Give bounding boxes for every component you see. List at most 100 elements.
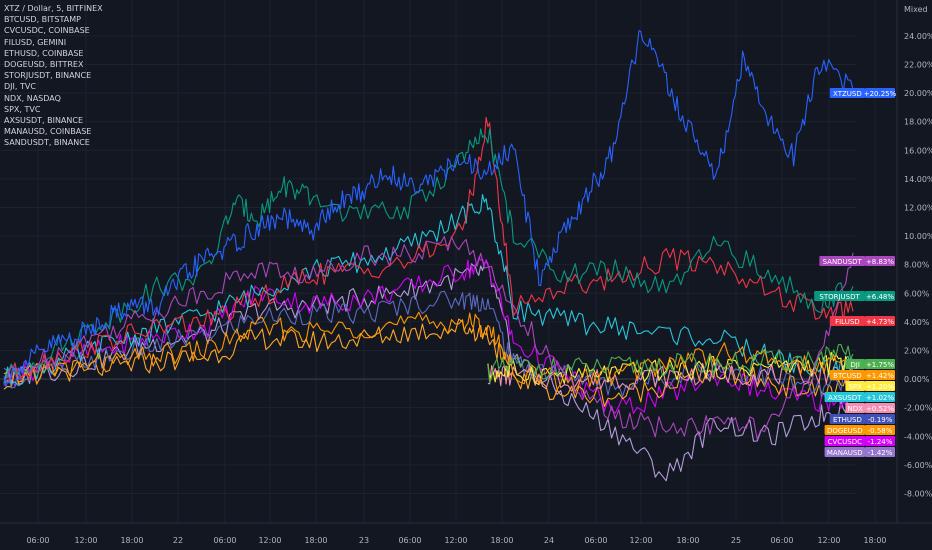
x-tick-label: 12:00 [817, 536, 840, 545]
legend-entry[interactable]: AXSUSDT, BINANCE [4, 116, 84, 126]
series-label-box [819, 256, 865, 266]
series-change-box [865, 370, 895, 380]
series-label-name: CVCUSDC [828, 438, 863, 446]
series-change-value: +1.20% [866, 383, 894, 391]
x-tick-label: 23 [359, 536, 369, 545]
legend-entry[interactable]: SPX, TVC [4, 104, 41, 114]
x-tick-label: 25 [731, 536, 741, 545]
series-change-value: +1.75% [866, 361, 894, 369]
y-tick-label: 20.00% [904, 89, 932, 98]
series-label-name: NDX [847, 405, 863, 413]
series-label-box [824, 436, 865, 446]
series-label-name: XTZUSD [833, 90, 862, 98]
y-tick-label: 18.00% [904, 118, 932, 127]
series-change-value: +0.52% [866, 405, 894, 413]
series-change-box [865, 381, 895, 391]
legend-entry[interactable]: MANAUSD, COINBASE [4, 127, 92, 137]
series-line-dji [487, 343, 854, 384]
legend-entry[interactable]: STORJUSDT, BINANCE [4, 71, 92, 81]
x-tick-label: 06:00 [770, 536, 793, 545]
y-tick-label: 16.00% [904, 146, 932, 155]
series-change-value: +6.48% [866, 293, 894, 301]
x-tick-label: 06:00 [584, 536, 607, 545]
y-tick-label: 12.00% [904, 203, 932, 212]
series-change-value: -0.58% [868, 427, 893, 435]
series-label-box [829, 88, 865, 98]
series-change-box [865, 256, 895, 266]
series-label-name: MANAUSD [827, 449, 863, 457]
y-tick-label: 2.00% [904, 346, 930, 355]
x-tick-label: 12:00 [74, 536, 97, 545]
series-change-value: -0.19% [868, 416, 893, 424]
series-change-value: +1.42% [866, 372, 894, 380]
legend-entry[interactable]: BTCUSD, BITSTAMP [4, 15, 81, 25]
legend-entry[interactable]: SANDUSDT, BINANCE [4, 138, 90, 148]
x-tick-label: 06:00 [398, 536, 421, 545]
x-tick-label: 18:00 [676, 536, 699, 545]
series-label-name: FILUSD [835, 318, 860, 326]
series-line-storjusdt [3, 128, 854, 385]
series-label-box [829, 414, 865, 424]
y-tick-label: -8.00% [904, 489, 932, 498]
legend-entry[interactable]: NDX, NASDAQ [4, 93, 61, 103]
x-tick-label: 06:00 [213, 536, 236, 545]
series-label-name: BTCUSD [833, 372, 862, 380]
x-tick-label: 18:00 [304, 536, 327, 545]
series-line-axsusdt [3, 193, 854, 387]
series-change-box [865, 414, 895, 424]
series-label-box [829, 316, 865, 326]
y-tick-label: -2.00% [904, 404, 932, 413]
x-tick-label: 12:00 [444, 536, 467, 545]
y-tick-label: 10.00% [904, 232, 932, 241]
y-tick-label: -4.00% [904, 432, 932, 441]
legend-entry[interactable]: ETHUSD, COINBASE [4, 48, 84, 58]
x-tick-label: 18:00 [490, 536, 513, 545]
series-label-name: SPX [848, 383, 862, 391]
series-label-name: DJI [850, 361, 860, 369]
y-tick-label: -6.00% [904, 461, 932, 470]
scale-mode-label: Mixed [904, 5, 928, 14]
y-tick-label: 4.00% [904, 318, 930, 327]
x-tick-label: 06:00 [26, 536, 49, 545]
series-label-name: SANDUSDT [823, 258, 863, 266]
y-tick-label: 14.00% [904, 175, 932, 184]
series-change-box [865, 436, 895, 446]
series-line-filusd [3, 116, 854, 384]
x-tick-label: 12:00 [629, 536, 652, 545]
series-line-ndx [487, 362, 854, 392]
series-line-cvcusdc [3, 256, 854, 414]
y-tick-label: 0.00% [904, 375, 930, 384]
series-label-box [824, 425, 865, 435]
series-change-box [865, 447, 895, 457]
legend: XTZ / Dollar, 5, BITFINEX BTCUSD, BITSTAM… [4, 3, 103, 149]
legend-entry[interactable]: FILUSD, GEMINI [4, 37, 67, 47]
x-tick-label: 12:00 [258, 536, 281, 545]
legend-entry[interactable]: DOGEUSD, BITTREX [4, 60, 84, 70]
series-label-box [829, 370, 865, 380]
x-tick-label: 24 [544, 536, 554, 545]
series-change-box [865, 425, 895, 435]
legend-entry[interactable]: CVCUSDC, COINBASE [4, 26, 90, 36]
y-tick-label: 24.00% [904, 32, 932, 41]
series-label-box [824, 392, 865, 402]
x-tick-label: 18:00 [863, 536, 886, 545]
series-label-name: DOGEUSD [827, 427, 863, 435]
legend-entry[interactable]: XTZ / Dollar, 5, BITFINEX [4, 4, 103, 13]
legend-entry[interactable]: DJI, TVC [4, 82, 36, 92]
series-change-value: -1.42% [868, 449, 893, 457]
series-change-box [865, 359, 895, 369]
x-tick-label: 18:00 [120, 536, 143, 545]
y-tick-label: 6.00% [904, 289, 930, 298]
series-change-box [865, 88, 895, 98]
series-line-ethusd [3, 290, 854, 399]
series-label-name: AXSUSDT [828, 394, 862, 402]
y-tick-label: 22.00% [904, 60, 932, 69]
series-change-box [865, 316, 895, 326]
series-label-name: STORJUSDT [819, 293, 860, 301]
series-change-value: -1.24% [868, 438, 893, 446]
series-change-value: +20.25% [864, 90, 897, 98]
series-change-box [865, 403, 895, 413]
series-change-value: +1.02% [866, 394, 894, 402]
